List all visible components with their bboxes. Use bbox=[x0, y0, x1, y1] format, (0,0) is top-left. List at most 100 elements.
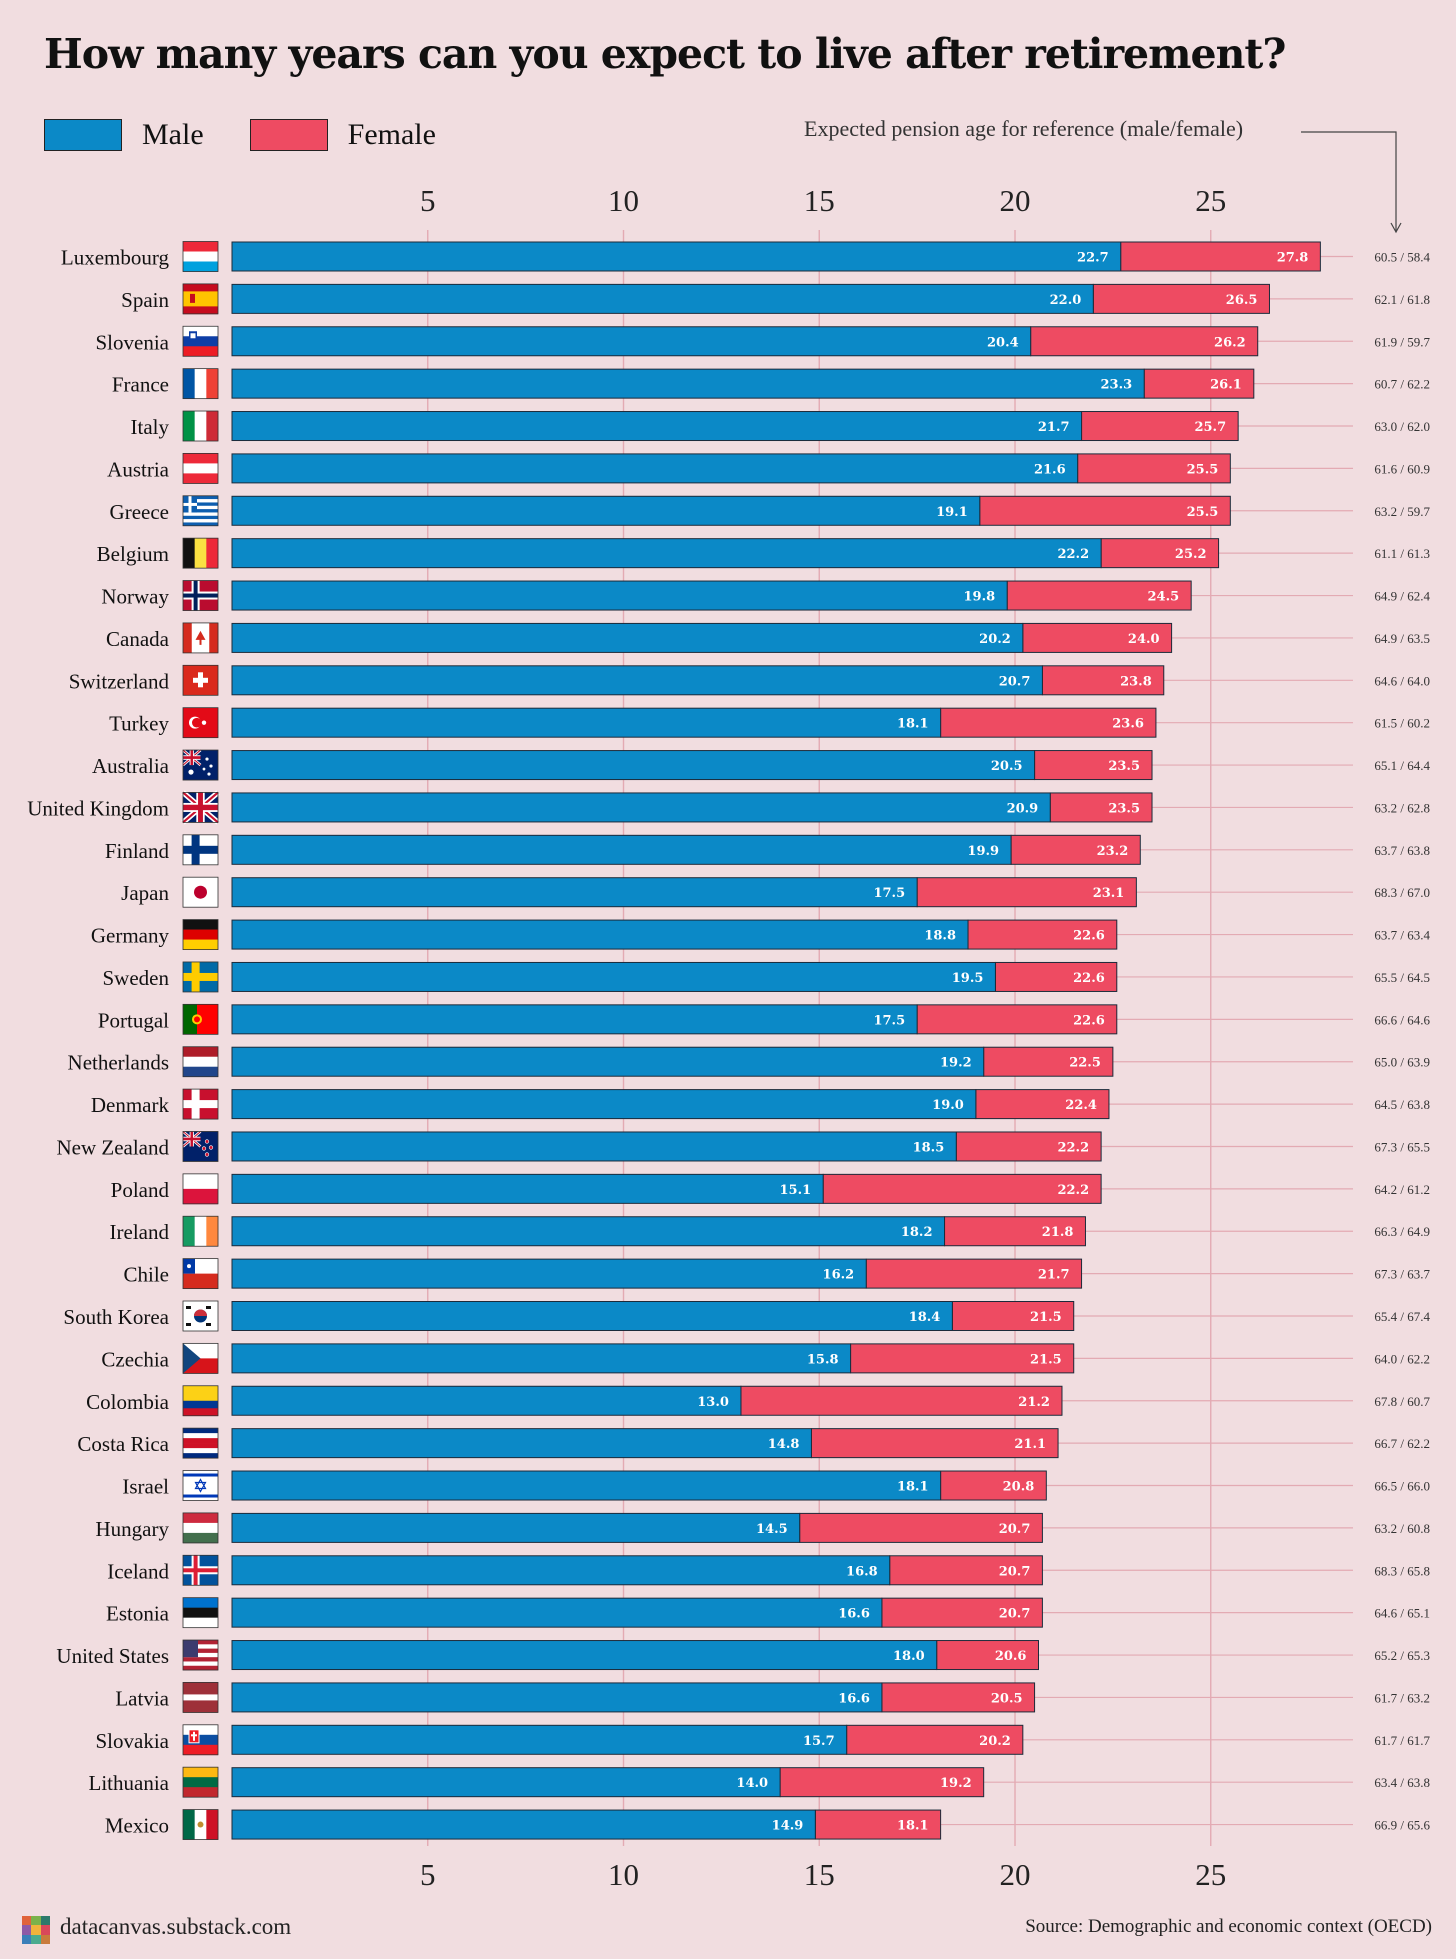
bar-label-male: 23.3 bbox=[1101, 378, 1133, 393]
pension-age-label: 61.7 / 61.7 bbox=[1374, 1733, 1430, 1748]
country-label: Norway bbox=[101, 585, 169, 609]
bar-label-female: 22.2 bbox=[1057, 1183, 1089, 1198]
pension-age-label: 64.9 / 62.4 bbox=[1374, 589, 1430, 604]
bar-label-female: 20.8 bbox=[1003, 1480, 1035, 1495]
bar-male bbox=[231, 495, 981, 526]
bar-label-female: 20.2 bbox=[979, 1734, 1011, 1749]
bar-female bbox=[814, 1809, 942, 1840]
row-united-kingdom: United Kingdom 20.9 23.5 63.2 / 62.8 bbox=[27, 790, 1430, 825]
bar-male bbox=[231, 665, 1043, 696]
bar-male bbox=[231, 1682, 883, 1713]
country-label: France bbox=[112, 373, 169, 397]
colombia-flag-icon bbox=[182, 1385, 219, 1417]
bar-female bbox=[881, 1597, 1043, 1628]
country-label: Spain bbox=[121, 288, 169, 312]
belgium-flag-icon bbox=[182, 537, 219, 569]
bar-female bbox=[1049, 792, 1153, 823]
bar-label-female: 22.6 bbox=[1073, 1013, 1105, 1028]
bar-label-female: 26.2 bbox=[1214, 335, 1246, 350]
turkey-flag-icon bbox=[182, 707, 219, 739]
bar-label-male: 15.7 bbox=[803, 1734, 835, 1749]
x-tick-label-bottom: 15 bbox=[804, 1857, 835, 1892]
country-label: Switzerland bbox=[69, 669, 170, 693]
bar-label-male: 15.1 bbox=[779, 1183, 811, 1198]
bar-female bbox=[1120, 241, 1321, 272]
bar-label-female: 22.6 bbox=[1073, 971, 1105, 986]
bar-label-male: 22.7 bbox=[1077, 251, 1109, 266]
luxembourg-flag-icon bbox=[182, 241, 219, 272]
bar-male bbox=[231, 707, 942, 738]
bar-label-female: 20.5 bbox=[991, 1691, 1023, 1706]
x-tick-label-top: 10 bbox=[608, 183, 639, 218]
bar-male bbox=[231, 453, 1079, 484]
pension-age-label: 64.5 / 63.8 bbox=[1374, 1097, 1430, 1112]
datacanvas-logo bbox=[22, 1916, 50, 1944]
bar-male bbox=[231, 1173, 824, 1204]
bar-label-female: 26.5 bbox=[1226, 293, 1258, 308]
row-portugal: Portugal 17.5 22.6 66.6 / 64.6 bbox=[98, 1003, 1430, 1035]
country-label: Slovakia bbox=[96, 1729, 170, 1753]
bar-label-female: 21.8 bbox=[1042, 1225, 1074, 1240]
pension-age-label: 65.0 / 63.9 bbox=[1374, 1055, 1430, 1070]
country-label: Japan bbox=[121, 881, 169, 905]
bar-label-male: 20.9 bbox=[1007, 801, 1039, 816]
bar-label-male: 19.8 bbox=[963, 590, 995, 605]
bar-label-male: 13.0 bbox=[697, 1395, 729, 1410]
bar-male bbox=[231, 622, 1024, 653]
country-label: Estonia bbox=[106, 1602, 170, 1626]
country-label: Hungary bbox=[96, 1517, 170, 1541]
pension-age-label: 60.7 / 62.2 bbox=[1374, 377, 1430, 392]
slovakia-flag-icon bbox=[182, 1724, 219, 1756]
row-czechia: Czechia 15.8 21.5 64.0 / 62.2 bbox=[101, 1342, 1430, 1374]
bar-label-female: 25.7 bbox=[1194, 420, 1226, 435]
bar-female bbox=[779, 1767, 985, 1798]
bar-label-female: 25.5 bbox=[1187, 505, 1219, 520]
country-label: Denmark bbox=[91, 1093, 170, 1117]
bar-label-male: 19.1 bbox=[936, 505, 968, 520]
country-label: New Zealand bbox=[56, 1135, 169, 1159]
pension-age-label: 63.2 / 59.7 bbox=[1374, 504, 1430, 519]
country-label: Australia bbox=[92, 754, 170, 778]
bar-label-female: 23.5 bbox=[1108, 759, 1140, 774]
row-spain: Spain 22.0 26.5 62.1 / 61.8 bbox=[121, 283, 1430, 315]
row-ireland: Ireland 18.2 21.8 66.3 / 64.9 bbox=[110, 1215, 1430, 1247]
bar-male bbox=[231, 538, 1102, 569]
bar-female bbox=[740, 1385, 1063, 1416]
bar-label-female: 23.2 bbox=[1097, 844, 1129, 859]
row-estonia: Estonia 16.6 20.7 64.6 / 65.1 bbox=[106, 1597, 1430, 1629]
bar-label-female: 20.6 bbox=[995, 1649, 1027, 1664]
bar-male bbox=[231, 368, 1145, 399]
row-slovakia: Slovakia 15.7 20.2 61.7 / 61.7 bbox=[96, 1724, 1430, 1756]
row-italy: Italy 21.7 25.7 63.0 / 62.0 bbox=[131, 410, 1430, 442]
bar-label-male: 20.5 bbox=[991, 759, 1023, 774]
poland-flag-icon bbox=[182, 1173, 219, 1205]
row-greece: Greece 19.1 25.5 63.2 / 59.7 bbox=[110, 495, 1430, 527]
bar-female bbox=[1100, 538, 1220, 569]
row-austria: Austria 21.6 25.5 61.6 / 60.9 bbox=[107, 452, 1430, 484]
country-label: South Korea bbox=[63, 1305, 169, 1329]
bar-label-female: 26.1 bbox=[1210, 378, 1242, 393]
bar-male bbox=[231, 1724, 848, 1755]
row-hungary: Hungary 14.5 20.7 63.2 / 60.8 bbox=[96, 1512, 1430, 1544]
country-label: Germany bbox=[91, 924, 170, 948]
pension-age-label: 63.7 / 63.8 bbox=[1374, 843, 1430, 858]
bar-label-male: 19.2 bbox=[940, 1056, 972, 1071]
row-slovenia: Slovenia 20.4 26.2 61.9 / 59.7 bbox=[96, 325, 1430, 357]
bar-label-male: 16.6 bbox=[838, 1691, 870, 1706]
bar-label-male: 18.0 bbox=[893, 1649, 925, 1664]
japan-flag-icon bbox=[182, 876, 219, 908]
row-new-zealand: New Zealand 18.5 22.2 67.3 / 65.5 bbox=[56, 1130, 1430, 1162]
bar-male bbox=[231, 1131, 957, 1162]
footer-site[interactable]: datacanvas.substack.com bbox=[60, 1914, 292, 1939]
bar-male bbox=[231, 326, 1032, 357]
legend-female-label: Female bbox=[347, 118, 436, 151]
bar-label-female: 23.1 bbox=[1093, 886, 1125, 901]
australia-flag-icon bbox=[182, 749, 219, 781]
row-denmark: Denmark 19.0 22.4 64.5 / 63.8 bbox=[91, 1088, 1430, 1120]
pension-age-label: 64.6 / 64.0 bbox=[1374, 673, 1430, 688]
bar-male bbox=[231, 1597, 883, 1628]
country-label: Sweden bbox=[103, 966, 170, 990]
bar-label-male: 14.5 bbox=[756, 1522, 788, 1537]
row-poland: Poland 15.1 22.2 64.2 / 61.2 bbox=[111, 1173, 1430, 1205]
